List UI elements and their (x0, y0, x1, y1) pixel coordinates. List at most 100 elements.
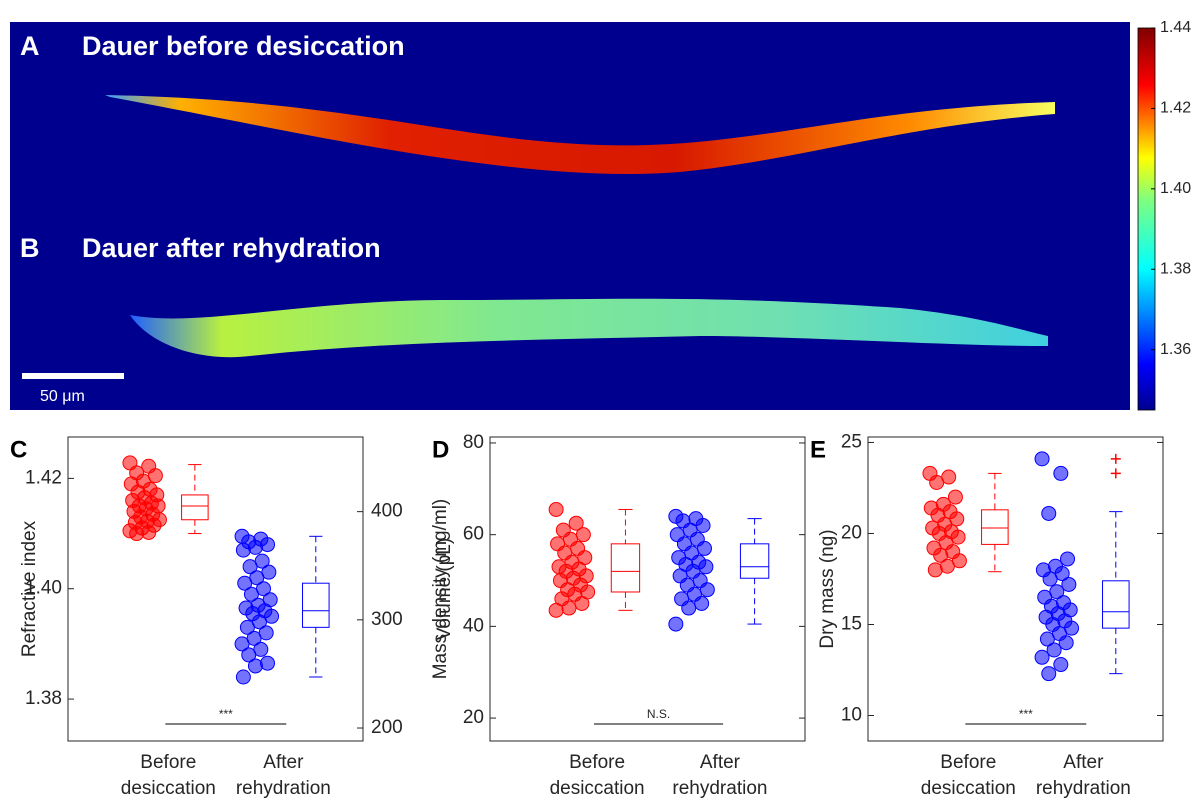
data-point (698, 559, 714, 575)
data-point (695, 517, 711, 533)
y-tick-label: 1.40 (25, 578, 62, 599)
y-axis-label: Dry mass (ng) (817, 529, 838, 648)
data-point (681, 600, 697, 616)
x-tick-label: desiccation (921, 778, 1016, 799)
y-tick-label: 1.38 (25, 688, 62, 709)
data-point (1039, 631, 1055, 647)
colorbar (1137, 27, 1156, 411)
panel-letter: D (432, 436, 449, 463)
data-point (1061, 576, 1077, 592)
box (610, 543, 641, 593)
image-title: Dauer after rehydration (82, 233, 381, 263)
significance-label: *** (1019, 707, 1033, 721)
colorbar-tick-label: 1.42 (1160, 100, 1191, 117)
data-point (235, 542, 251, 558)
panel-letter: E (810, 436, 826, 463)
data-point (696, 540, 712, 556)
y2-tick-label: 200 (371, 717, 403, 738)
y-tick-label: 60 (463, 524, 484, 545)
data-point (1053, 465, 1069, 481)
plot-frame (867, 436, 1164, 742)
colorbar-tick-label: 1.38 (1160, 260, 1191, 277)
data-point (1058, 635, 1074, 651)
microscopy-image (10, 22, 1130, 410)
data-point (1046, 642, 1062, 658)
data-point (235, 669, 251, 685)
colorbar-tick-label: 1.44 (1160, 19, 1191, 36)
worm-before (105, 95, 1055, 175)
significance-label: *** (219, 707, 233, 721)
box (739, 543, 770, 579)
y-tick-label: 20 (463, 707, 484, 728)
data-point (1034, 649, 1050, 665)
image-title: Dauer before desiccation (82, 31, 405, 61)
worm-after (130, 298, 1048, 358)
box (1102, 580, 1130, 629)
plot-frame (67, 436, 364, 742)
x-tick-label: rehydration (672, 778, 767, 799)
data-point (929, 475, 945, 491)
data-point (694, 595, 710, 611)
x-tick-label: Before (140, 752, 196, 773)
y2-axis-label: Mass density (mg/ml) (430, 499, 451, 680)
scale-bar-label: 50 μm (40, 388, 85, 405)
data-point (548, 501, 564, 517)
colorbar-tick-label: 1.40 (1160, 180, 1191, 197)
panel-letter: B (20, 233, 40, 263)
significance-label: N.S. (647, 707, 670, 721)
y-tick-label: 20 (841, 522, 862, 543)
data-point (947, 489, 963, 505)
y-tick-label: 15 (841, 614, 862, 635)
x-tick-label: Before (940, 752, 996, 773)
x-tick-label: desiccation (550, 778, 645, 799)
y-tick-label: 10 (841, 705, 862, 726)
box (302, 582, 330, 628)
x-tick-label: rehydration (236, 778, 331, 799)
data-point (561, 600, 577, 616)
data-point (243, 586, 259, 602)
y-tick-label: 40 (463, 615, 484, 636)
data-point (933, 547, 949, 563)
colorbar-tick-label: 1.36 (1160, 341, 1191, 358)
data-point (129, 526, 145, 542)
data-point (239, 619, 255, 635)
data-point (247, 658, 263, 674)
y-axis-label: Volume (pL) (434, 538, 455, 640)
data-point (237, 575, 253, 591)
data-point (574, 595, 590, 611)
x-tick-label: After (1063, 752, 1104, 773)
data-point (1041, 505, 1057, 521)
outlier (1110, 468, 1121, 479)
y-tick-label: 80 (463, 432, 484, 453)
x-tick-label: rehydration (1036, 778, 1131, 799)
x-tick-label: Before (569, 752, 625, 773)
box (981, 509, 1009, 545)
y2-tick-label: 300 (371, 609, 403, 630)
data-point (1060, 551, 1076, 567)
data-point (568, 515, 584, 531)
data-point (1042, 571, 1058, 587)
data-point (242, 559, 258, 575)
data-point (548, 602, 564, 618)
box (181, 494, 209, 521)
x-tick-label: desiccation (121, 778, 216, 799)
data-point (668, 616, 684, 632)
x-tick-label: After (263, 752, 304, 773)
data-point (241, 647, 257, 663)
panel-letter: A (20, 31, 40, 61)
data-point (1053, 657, 1069, 673)
y-tick-label: 25 (841, 431, 862, 452)
outlier (1110, 453, 1121, 464)
y-tick-label: 1.42 (25, 467, 62, 488)
data-point (927, 562, 943, 578)
data-point (699, 582, 715, 598)
x-tick-label: After (700, 752, 741, 773)
data-point (1041, 666, 1057, 682)
plot-frame (489, 436, 806, 742)
y2-tick-label: 400 (371, 501, 403, 522)
data-point (234, 636, 250, 652)
y-axis-label: Refractive index (19, 520, 40, 657)
